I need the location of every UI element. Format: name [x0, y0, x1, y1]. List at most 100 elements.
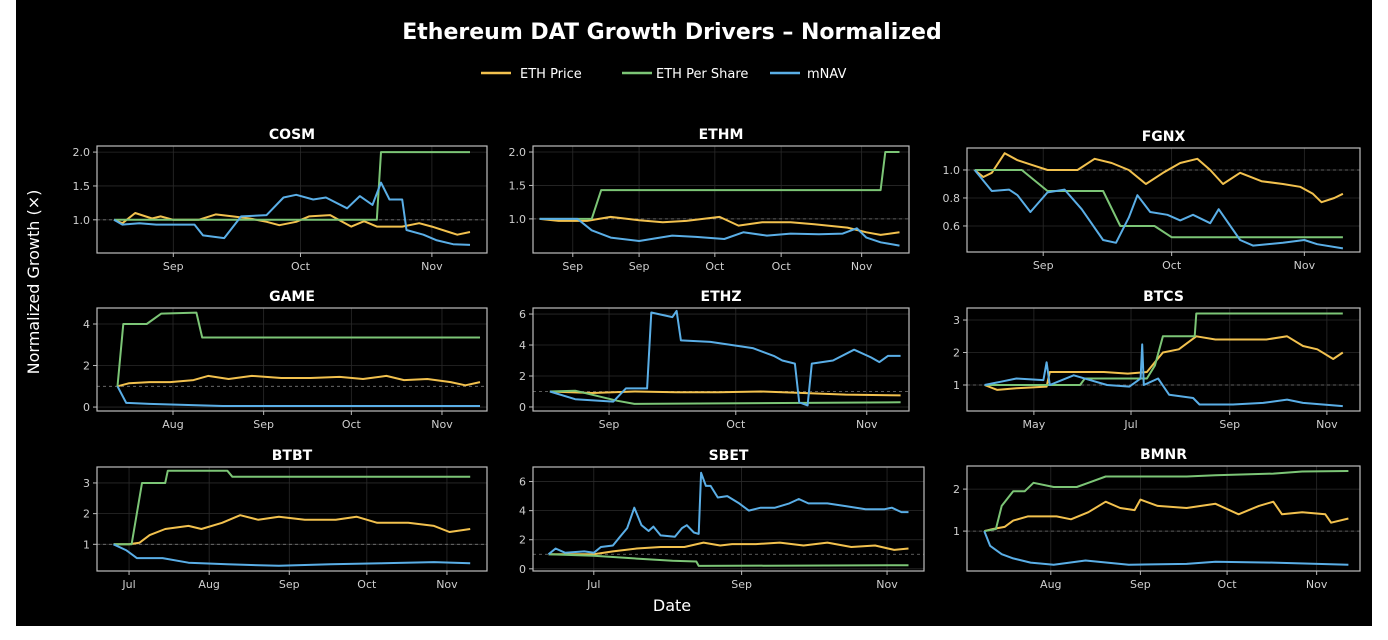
subplot-frame: [966, 307, 1361, 412]
x-tick-label: Nov: [876, 578, 898, 591]
series-line-eth-per-share: [984, 312, 1343, 386]
legend: ETH Price ETH Per Share mNAV: [481, 67, 846, 82]
x-tick-label: Nov: [421, 260, 443, 273]
series-line-eth-price: [548, 541, 909, 556]
series-line-mnav: [116, 385, 480, 407]
x-tick-label: Sep: [731, 578, 752, 591]
series-line-eth-per-share: [116, 311, 480, 387]
y-tick-label: 2.0: [73, 146, 91, 159]
y-tick-label: 0.6: [943, 220, 961, 233]
y-tick-label: 6: [519, 308, 526, 321]
y-tick-label: 1.0: [73, 214, 91, 227]
x-tick-label: Nov: [1316, 418, 1338, 431]
y-tick-label: 1.5: [73, 180, 91, 193]
subplot-frame: [966, 147, 1361, 253]
x-axis-label: Date: [653, 596, 691, 615]
series-line-eth-price: [113, 514, 471, 546]
subplots: COSM Sep Oct Nov 1.0 1.5 2.0 ETHM Sep Sep Oct Oct No…: [73, 127, 1361, 591]
x-tick-label: Sep: [562, 260, 583, 273]
subplot-game: GAME Aug Sep Oct Nov 0 2 4: [83, 289, 488, 431]
x-tick-label: Oct: [1218, 578, 1238, 591]
x-tick-label: Sep: [599, 418, 620, 431]
subplot-bmnr: BMNR Aug Sep Oct Nov 1 2: [953, 447, 1361, 591]
x-tick-label: Sep: [1219, 418, 1240, 431]
subplot-title: SBET: [709, 448, 749, 464]
subplot-title: FGNX: [1142, 129, 1186, 145]
y-tick-label: 0: [83, 401, 90, 414]
y-tick-label: 2: [953, 347, 960, 360]
subplot-title: BMNR: [1140, 447, 1187, 463]
series-line-mnav: [984, 343, 1343, 408]
x-tick-label: Oct: [357, 578, 377, 591]
series-line-eth-price: [974, 152, 1344, 204]
series-line-mnav: [983, 530, 1349, 566]
y-axis-label: Normalized Growth (×): [24, 190, 43, 375]
series-line-eth-price: [984, 498, 1349, 533]
x-tick-label: Oct: [705, 260, 725, 273]
y-tick-label: 1: [83, 538, 90, 551]
subplot-fgnx: FGNX Sep Oct Nov 0.6 0.8 1.0: [943, 129, 1361, 272]
x-tick-label: Jul: [586, 578, 600, 591]
y-tick-label: 4: [83, 318, 90, 331]
y-tick-label: 2.0: [509, 146, 527, 159]
y-tick-label: 1.0: [509, 213, 527, 226]
y-tick-label: 2: [83, 360, 90, 373]
series-line-eth-per-share: [548, 553, 909, 567]
series-line-eth-per-share: [113, 469, 471, 546]
x-tick-label: Nov: [1294, 259, 1316, 272]
y-tick-label: 0: [519, 563, 526, 576]
x-tick-label: Jul: [1123, 418, 1137, 431]
x-tick-label: Sep: [253, 418, 274, 431]
x-tick-label: Nov: [851, 260, 873, 273]
subplot-title: ETHM: [699, 127, 744, 143]
y-tick-label: 0.8: [943, 192, 961, 205]
series-line-mnav: [113, 181, 471, 246]
series-line-eth-per-share: [984, 470, 1349, 533]
subplot-ethz: ETHZ Sep Oct Nov 0 2 4 6: [519, 289, 910, 431]
y-tick-label: 6: [519, 476, 526, 489]
series-line-eth-price: [549, 390, 901, 397]
x-tick-label: Sep: [1130, 578, 1151, 591]
y-tick-label: 1.0: [943, 164, 961, 177]
subplot-frame: [532, 307, 910, 412]
subplot-frame: [532, 466, 925, 572]
x-tick-label: Oct: [342, 418, 362, 431]
x-tick-label: Aug: [198, 578, 219, 591]
x-tick-label: Sep: [279, 578, 300, 591]
x-tick-label: Sep: [1033, 259, 1054, 272]
x-tick-label: Oct: [291, 260, 311, 273]
x-tick-label: Nov: [856, 418, 878, 431]
series-line-eth-price: [539, 215, 900, 236]
series-line-eth-price: [117, 374, 481, 388]
subplot-sbet: SBET Jul Sep Nov 0 2 4 6: [519, 448, 925, 591]
subplot-title: BTBT: [272, 448, 313, 464]
subplot-btcs: BTCS May Jul Sep Nov 1 2 3: [953, 289, 1361, 431]
subplot-ethm: ETHM Sep Sep Oct Oct Nov 1.0 1.5 2.0: [509, 127, 910, 273]
subplot-frame: [532, 145, 910, 254]
y-tick-label: 1: [953, 379, 960, 392]
legend-label-eth-per-share: ETH Per Share: [656, 67, 748, 82]
series-line-mnav: [549, 309, 901, 407]
legend-label-eth-price: ETH Price: [520, 67, 582, 82]
subplot-frame: [966, 465, 1361, 572]
x-tick-label: Oct: [1162, 259, 1182, 272]
chart-title: Ethereum DAT Growth Drivers – Normalized: [402, 20, 941, 45]
x-tick-label: Nov: [436, 578, 458, 591]
y-tick-label: 2: [519, 370, 526, 383]
subplot-cosm: COSM Sep Oct Nov 1.0 1.5 2.0: [73, 127, 488, 273]
y-tick-label: 3: [83, 477, 90, 490]
series-line-eth-per-share: [549, 389, 901, 405]
series-line-eth-price: [113, 212, 471, 236]
series-line-eth-per-share: [539, 151, 900, 220]
y-tick-label: 2: [519, 534, 526, 547]
series-line-mnav: [547, 471, 909, 556]
y-tick-label: 4: [519, 505, 526, 518]
series-line-mnav: [973, 169, 1344, 250]
x-tick-label: Jul: [121, 578, 135, 591]
y-tick-label: 0: [519, 401, 526, 414]
figure-background: [16, 0, 1372, 626]
y-tick-label: 2: [953, 483, 960, 496]
subplot-btbt: BTBT Jul Aug Sep Oct Nov 1 2 3: [83, 448, 488, 591]
x-tick-label: Aug: [1040, 578, 1061, 591]
y-tick-label: 4: [519, 339, 526, 352]
